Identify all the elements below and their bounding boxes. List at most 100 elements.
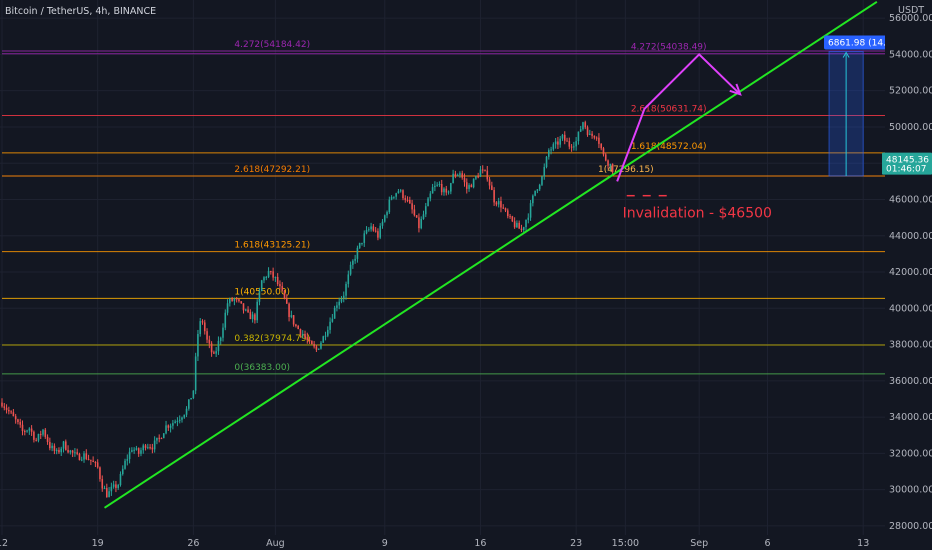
candle-body-153 <box>349 264 352 275</box>
candle-body-262 <box>598 137 600 144</box>
candle-body-91 <box>208 339 211 344</box>
candle-body-13 <box>30 428 33 432</box>
candle-body-264 <box>602 148 605 155</box>
candle-body-137 <box>313 344 315 347</box>
candle-body-59 <box>135 448 138 450</box>
candle-body-141 <box>322 336 325 343</box>
candle-body-236 <box>538 184 541 190</box>
candle-body-77 <box>176 420 179 422</box>
candle-body-123 <box>281 286 284 291</box>
candle-body-80 <box>183 414 186 418</box>
candle-body-224 <box>511 216 514 222</box>
candle-body-41 <box>94 462 97 464</box>
candle-body-194 <box>443 188 445 193</box>
candle-body-130 <box>297 325 299 330</box>
y-tick-label-4: 36000.00 <box>889 376 932 387</box>
currency-label[interactable]: USDT <box>898 5 924 16</box>
candle-body-46 <box>106 488 108 498</box>
candle-body-18 <box>42 429 44 435</box>
candle-body-238 <box>543 167 546 177</box>
candle-body-145 <box>331 318 334 322</box>
candle-body-193 <box>440 183 443 193</box>
last-price-badge <box>882 152 932 175</box>
support-trendline[interactable] <box>103 0 878 509</box>
candle-body-235 <box>536 189 539 191</box>
candle-body-213 <box>486 170 489 180</box>
candle-body-115 <box>263 277 265 281</box>
candle-body-210 <box>479 169 482 177</box>
candle-body-48 <box>110 486 113 492</box>
candle-body-110 <box>251 314 254 320</box>
candle-body-239 <box>545 156 548 168</box>
candle-body-30 <box>69 450 72 453</box>
candle-body-34 <box>78 453 81 461</box>
candle-body-247 <box>563 134 566 141</box>
candle-body-78 <box>178 419 181 421</box>
fib-levels: 4.272(54184.42) 4.272(54038.49) 2.618(5063… <box>2 40 885 375</box>
candle-body-192 <box>438 183 441 185</box>
candle-body-147 <box>336 305 338 308</box>
candle-body-199 <box>454 173 457 177</box>
candle-body-163 <box>372 226 375 231</box>
candle-body-164 <box>374 230 377 232</box>
candle-body-217 <box>495 202 498 205</box>
candle-body-79 <box>181 417 183 420</box>
candle-body-166 <box>379 225 382 238</box>
price-axis[interactable]: 28000.00 30000.00 32000.00 34000.00 36000.00… <box>882 0 932 550</box>
x-tick-label-2: 26 <box>187 538 199 549</box>
candle-body-216 <box>493 190 495 203</box>
candle-body-150 <box>342 295 345 299</box>
candle-body-196 <box>447 191 450 193</box>
candle-body-256 <box>584 122 587 128</box>
candle-body-167 <box>381 221 384 226</box>
candle-body-88 <box>201 321 204 323</box>
candle-body-133 <box>304 333 306 338</box>
candle-body-90 <box>206 331 208 340</box>
candle-body-39 <box>90 459 92 461</box>
candle-body-144 <box>329 321 331 330</box>
candle-body-211 <box>481 169 484 171</box>
candle-body-177 <box>404 198 407 200</box>
candle-body-152 <box>347 274 350 284</box>
candle-body-58 <box>133 449 135 451</box>
candle-body-105 <box>240 301 243 304</box>
candle-body-4 <box>10 411 12 413</box>
candle-body-174 <box>397 191 400 194</box>
candle-body-32 <box>74 452 76 454</box>
candle-body-149 <box>340 298 343 302</box>
candle-body-82 <box>188 399 190 409</box>
candle-body-11 <box>26 430 28 432</box>
measure-arrow-head <box>842 51 850 58</box>
candle-body-99 <box>226 303 229 313</box>
candle-body-204 <box>465 182 468 189</box>
x-tick-label-4: 9 <box>382 538 388 549</box>
candle-body-2 <box>5 407 8 410</box>
candle-body-154 <box>352 260 354 265</box>
candle-body-223 <box>509 216 511 218</box>
candle-body-106 <box>242 303 245 311</box>
candle-body-151 <box>345 283 347 296</box>
candle-body-16 <box>37 433 40 441</box>
y-tick-label-3: 34000.00 <box>889 412 932 423</box>
candle-body-253 <box>577 131 580 142</box>
candle-body-237 <box>541 176 543 185</box>
y-tick-label-8: 44000.00 <box>889 231 932 242</box>
projection-path[interactable] <box>616 53 741 182</box>
candle-body-7 <box>17 419 19 423</box>
candle-body-179 <box>409 199 411 204</box>
candle-body-113 <box>258 291 261 302</box>
measure-label: 6861.98 (14.52%) 686198 <box>828 39 932 49</box>
candle-body-187 <box>427 198 429 207</box>
candle-body-212 <box>484 169 486 171</box>
candle-body-127 <box>290 315 293 317</box>
candle-body-8 <box>19 422 22 425</box>
candle-body-208 <box>475 176 477 179</box>
time-axis[interactable]: 12 19 26 Aug 9 16 23 15:00 Sep 6 13 <box>0 535 932 550</box>
candle-body-120 <box>274 276 277 278</box>
candle-body-126 <box>288 303 290 317</box>
candle-body-26 <box>60 448 63 453</box>
candle-body-5 <box>12 412 15 417</box>
candle-body-131 <box>299 329 302 335</box>
